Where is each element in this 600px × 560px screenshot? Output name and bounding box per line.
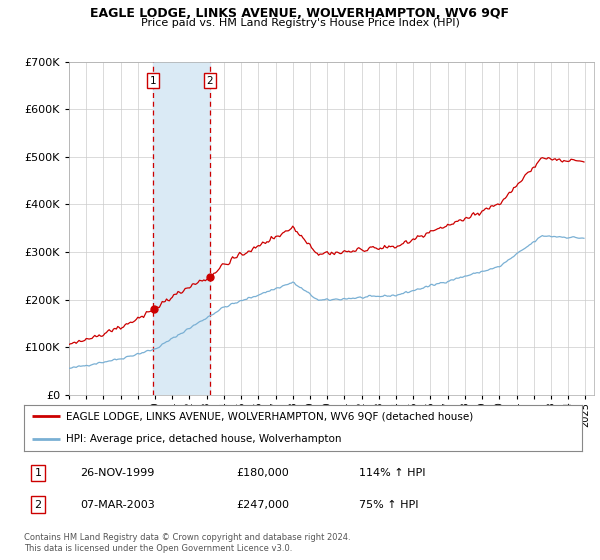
Text: Contains HM Land Registry data © Crown copyright and database right 2024.
This d: Contains HM Land Registry data © Crown c… [24,533,350,553]
Text: EAGLE LODGE, LINKS AVENUE, WOLVERHAMPTON, WV6 9QF: EAGLE LODGE, LINKS AVENUE, WOLVERHAMPTON… [91,7,509,20]
Text: 75% ↑ HPI: 75% ↑ HPI [359,500,418,510]
Text: HPI: Average price, detached house, Wolverhampton: HPI: Average price, detached house, Wolv… [66,435,341,444]
Text: 26-NOV-1999: 26-NOV-1999 [80,468,154,478]
Text: 114% ↑ HPI: 114% ↑ HPI [359,468,425,478]
Text: 07-MAR-2003: 07-MAR-2003 [80,500,155,510]
Text: £180,000: £180,000 [236,468,289,478]
Text: 1: 1 [150,76,157,86]
Bar [154,62,210,395]
Text: Price paid vs. HM Land Registry's House Price Index (HPI): Price paid vs. HM Land Registry's House … [140,18,460,28]
Text: 1: 1 [34,468,41,478]
Text: 2: 2 [206,76,213,86]
Text: EAGLE LODGE, LINKS AVENUE, WOLVERHAMPTON, WV6 9QF (detached house): EAGLE LODGE, LINKS AVENUE, WOLVERHAMPTON… [66,412,473,421]
Text: £247,000: £247,000 [236,500,289,510]
Text: 2: 2 [34,500,41,510]
